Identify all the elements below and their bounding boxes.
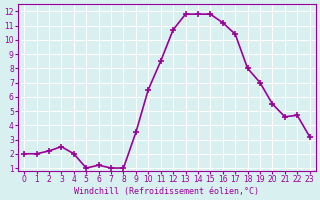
X-axis label: Windchill (Refroidissement éolien,°C): Windchill (Refroidissement éolien,°C)	[74, 187, 260, 196]
